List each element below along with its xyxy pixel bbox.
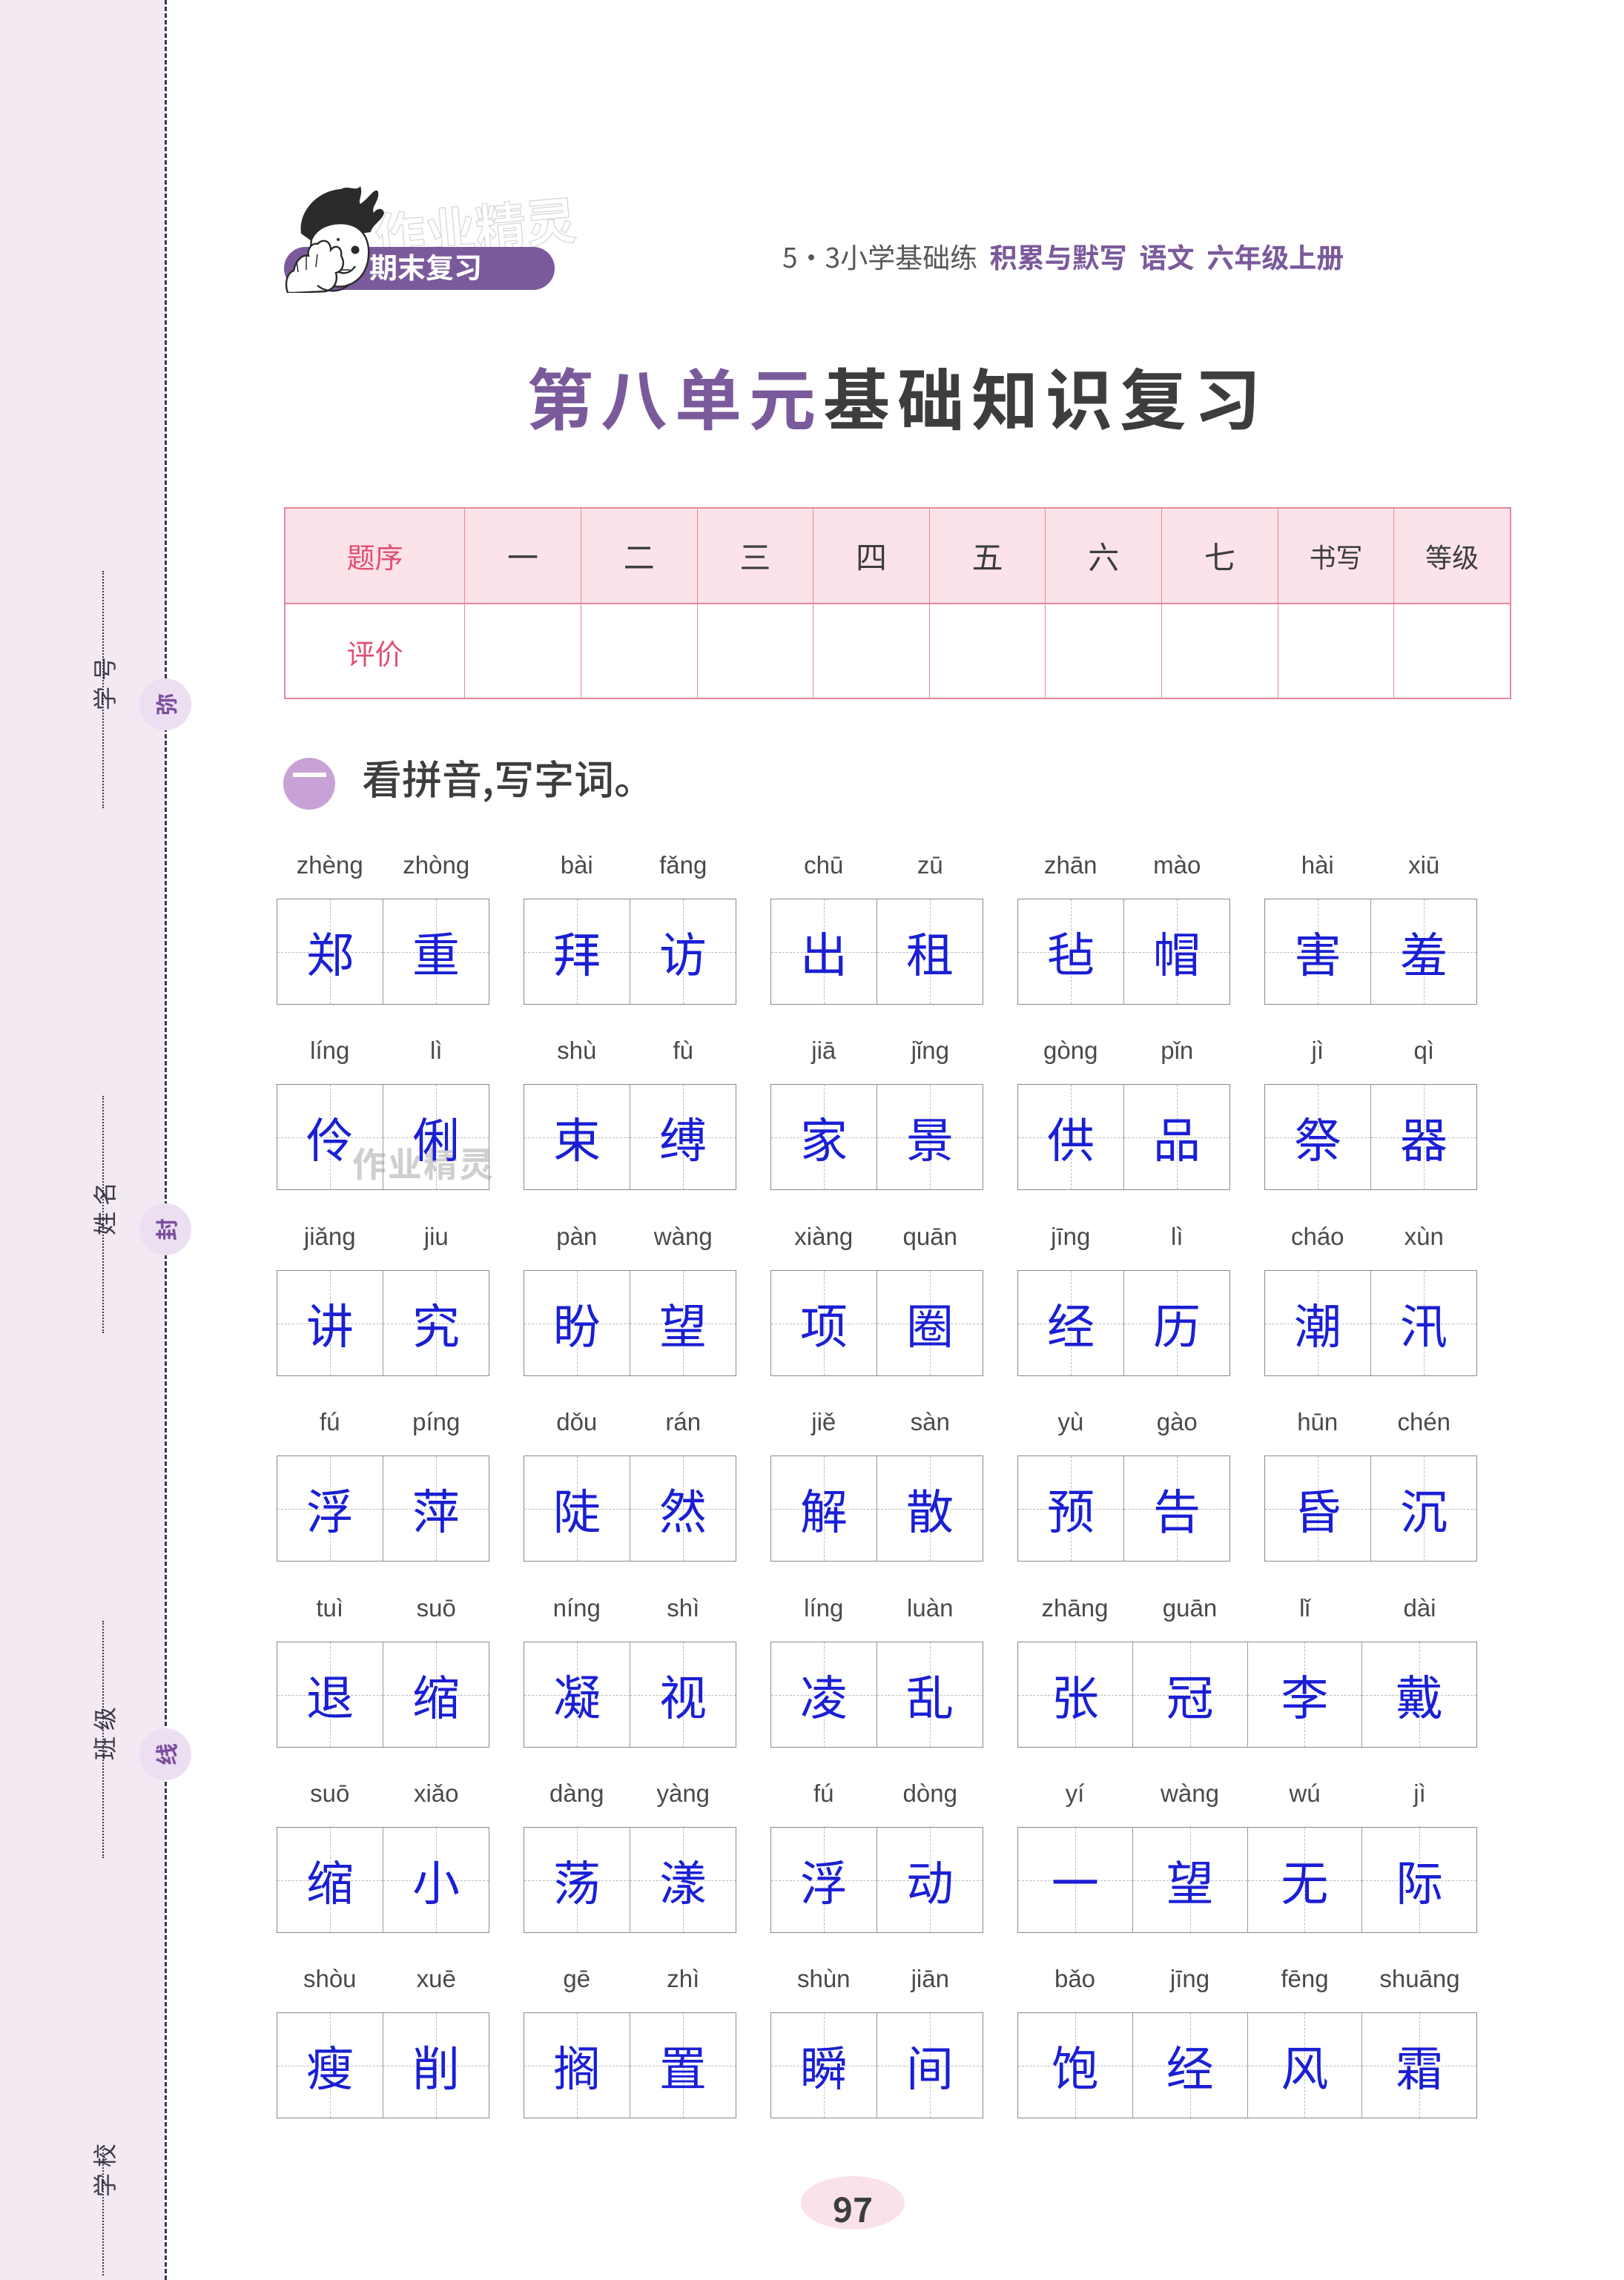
svg-text:期末复习: 期末复习 xyxy=(369,245,482,286)
